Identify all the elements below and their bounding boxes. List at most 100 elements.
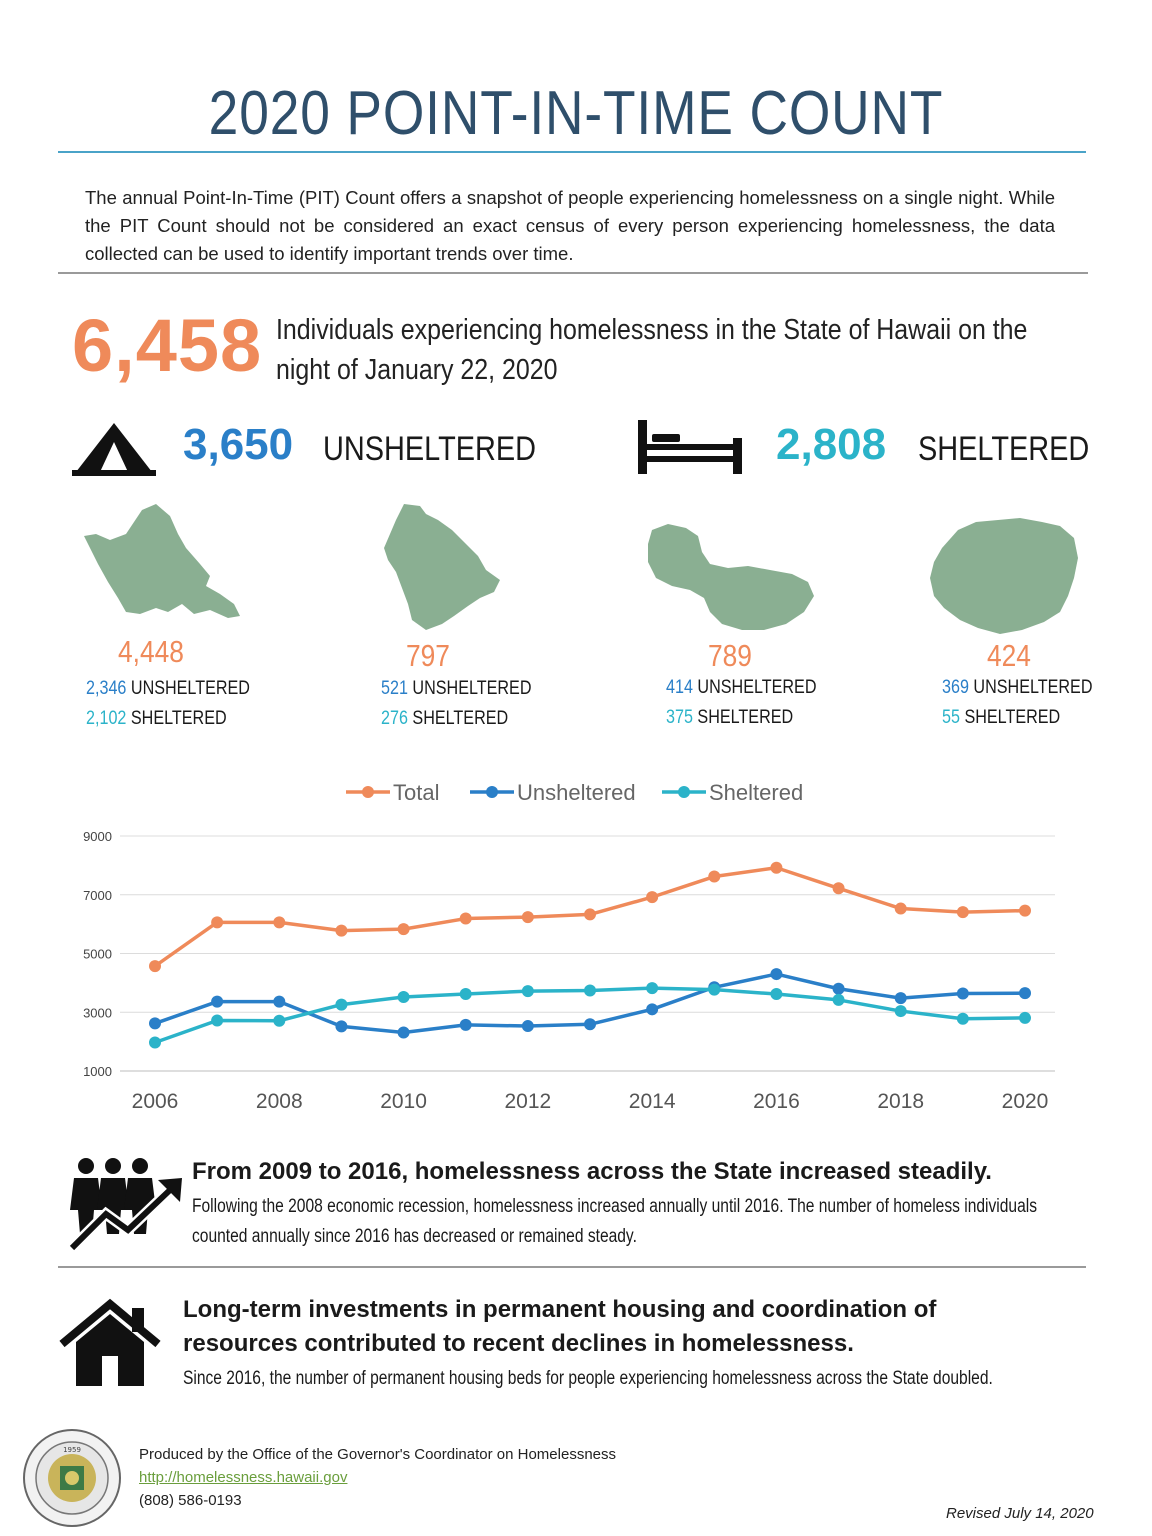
point-unsheltered-2019: [956, 987, 969, 1000]
bed-icon: [638, 420, 742, 474]
house-icon: [59, 1298, 161, 1386]
point-total-2011: [459, 912, 472, 925]
point-unsheltered-2007: [211, 995, 224, 1008]
trend-divider: [58, 1266, 1086, 1268]
sheltered-total: 2,808: [776, 420, 887, 469]
chart-series: [149, 861, 1031, 1049]
trend2-body: Since 2016, the number of permanent hous…: [183, 1368, 993, 1389]
x-tick-2008: 2008: [256, 1090, 303, 1113]
x-tick-2016: 2016: [753, 1090, 800, 1113]
unsheltered-total: 3,650: [183, 420, 294, 469]
point-unsheltered-2012: [521, 1020, 534, 1033]
point-unsheltered-2009: [335, 1020, 348, 1033]
kauai-map-icon: [930, 518, 1078, 634]
people-rising-arrow-icon: [68, 1158, 182, 1252]
trend2-heading-line1: Long-term investments in permanent housi…: [183, 1296, 937, 1323]
point-total-2012: [521, 911, 534, 924]
point-sheltered-2011: [459, 988, 472, 1001]
x-tick-2020: 2020: [1002, 1090, 1049, 1113]
point-total-2007: [211, 916, 224, 929]
point-total-2006: [149, 960, 161, 973]
unsheltered-label: UNSHELTERED: [323, 430, 537, 468]
kauai-sheltered: 55 SHELTERED: [942, 707, 1061, 728]
seal-year: 1959: [63, 1446, 81, 1454]
point-sheltered-2016: [770, 988, 783, 1001]
point-unsheltered-2016: [770, 968, 783, 981]
point-sheltered-2008: [273, 1014, 286, 1027]
point-total-2008: [273, 916, 286, 929]
y-tick-5000: 5000: [83, 947, 112, 962]
trend1-heading: From 2009 to 2016, homelessness across t…: [192, 1158, 992, 1185]
y-tick-1000: 1000: [83, 1064, 112, 1079]
maui-unsheltered: 414 UNSHELTERED: [666, 677, 817, 698]
point-sheltered-2020: [1019, 1011, 1031, 1024]
point-total-2013: [584, 908, 596, 921]
point-sheltered-2010: [397, 990, 410, 1003]
intro-paragraph: The annual Point-In-Time (PIT) Count off…: [85, 187, 1055, 264]
point-sheltered-2012: [521, 985, 534, 998]
state-of-hawaii-seal-icon: 1959: [23, 1429, 121, 1527]
x-tick-2012: 2012: [504, 1090, 551, 1113]
point-sheltered-2017: [832, 993, 845, 1006]
point-unsheltered-2013: [584, 1018, 596, 1031]
point-sheltered-2013: [584, 984, 596, 997]
point-sheltered-2018: [894, 1005, 907, 1018]
legend-label-total: Total: [393, 780, 439, 805]
hawaii-island-sheltered: 276 SHELTERED: [381, 708, 509, 729]
x-tick-2006: 2006: [132, 1090, 179, 1113]
point-unsheltered-2018: [894, 992, 907, 1005]
title-divider: [58, 151, 1086, 153]
x-tick-2010: 2010: [380, 1090, 427, 1113]
point-sheltered-2015: [708, 983, 721, 996]
oahu-sheltered: 2,102 SHELTERED: [86, 708, 227, 729]
point-total-2020: [1019, 904, 1031, 917]
legend-label-sheltered: Sheltered: [709, 780, 803, 805]
kauai-unsheltered: 369 UNSHELTERED: [942, 677, 1093, 698]
point-unsheltered-2014: [646, 1003, 659, 1016]
point-unsheltered-2006: [149, 1017, 161, 1030]
point-total-2018: [894, 902, 907, 915]
oahu-total: 4,448: [118, 634, 184, 669]
point-total-2010: [397, 923, 410, 936]
point-sheltered-2019: [956, 1012, 969, 1025]
oahu-map-icon: [84, 504, 240, 618]
point-unsheltered-2008: [273, 995, 286, 1008]
oahu-unsheltered: 2,346 UNSHELTERED: [86, 678, 250, 699]
point-sheltered-2009: [335, 998, 348, 1011]
x-tick-2014: 2014: [629, 1090, 676, 1113]
point-sheltered-2007: [211, 1014, 224, 1027]
point-sheltered-2014: [646, 982, 659, 995]
footer-producer: Produced by the Office of the Governor's…: [139, 1446, 617, 1463]
point-total-2017: [832, 882, 845, 895]
legend-label-unsheltered: Unsheltered: [517, 780, 636, 805]
sheltered-label: SHELTERED: [918, 430, 1090, 468]
statewide-total-description: Individuals experiencing homelessness in…: [276, 314, 1028, 386]
trend1-body: Following the 2008 economic recession, h…: [192, 1196, 1037, 1247]
y-tick-3000: 3000: [83, 1005, 112, 1020]
chart-legend: Total Unsheltered Sheltered: [346, 780, 803, 805]
point-total-2019: [956, 906, 969, 919]
hawaii-island-total: 797: [406, 638, 450, 673]
page-title: 2020 POINT-IN-TIME COUNT: [208, 79, 944, 148]
maui-total: 789: [708, 638, 752, 673]
point-unsheltered-2010: [397, 1026, 410, 1039]
statewide-total: 6,458: [72, 304, 263, 387]
y-tick-7000: 7000: [83, 888, 112, 903]
revised-date: Revised July 14, 2020: [946, 1505, 1094, 1522]
trend2-heading-line2: resources contributed to recent declines…: [183, 1330, 854, 1357]
point-total-2009: [335, 924, 348, 937]
chart-x-tick-labels: 2006 2008 2010 2012 2014 2016 2018 2020: [132, 1090, 1049, 1113]
intro-divider: [58, 272, 1088, 274]
point-total-2015: [708, 870, 721, 883]
hawaii-island-unsheltered: 521 UNSHELTERED: [381, 678, 532, 699]
point-sheltered-2006: [149, 1036, 161, 1049]
point-unsheltered-2017: [832, 982, 845, 995]
legend-marker-total: [362, 786, 374, 798]
legend-marker-unsheltered: [486, 786, 498, 798]
y-tick-9000: 9000: [83, 829, 112, 844]
x-tick-2018: 2018: [877, 1090, 924, 1113]
homelessness-website-link[interactable]: http://homelessness.hawaii.gov: [139, 1469, 348, 1486]
footer-link-container: http://homelessness.hawaii.gov: [139, 1467, 347, 1489]
maui-map-icon: [648, 524, 814, 630]
chart-y-tick-labels: 1000 3000 5000 7000 9000: [83, 829, 112, 1079]
